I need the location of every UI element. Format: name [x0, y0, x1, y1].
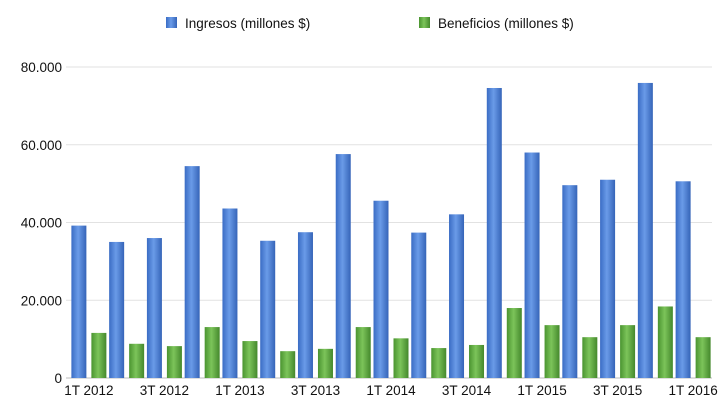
bar-beneficios: [204, 327, 220, 378]
bar-beneficios: [166, 346, 182, 378]
bar-beneficios: [506, 308, 522, 378]
bar-ingresos: [335, 154, 351, 378]
y-tick-label: 40.000: [21, 216, 62, 231]
bar-ingresos: [411, 232, 427, 378]
bar-beneficios: [242, 341, 258, 378]
x-tick-label: 1T 2014: [366, 383, 416, 398]
x-axis-ticks: 1T 2012 3T 2012 1T 2013 3T 2013 1T 2014 3T 20…: [64, 383, 718, 398]
x-tick-label: 3T 2012: [140, 383, 189, 398]
legend-swatch-ingresos: [166, 17, 177, 28]
bar-ingresos: [222, 208, 238, 378]
bar-beneficios: [129, 343, 145, 378]
x-tick-label: 3T 2015: [593, 383, 642, 398]
bar-ingresos: [449, 214, 465, 378]
bar-beneficios: [657, 306, 673, 378]
bar-ingresos: [373, 200, 389, 378]
bar-ingresos: [524, 152, 540, 378]
y-tick-label: 20.000: [21, 293, 62, 308]
legend-swatch-beneficios: [419, 17, 430, 28]
bar-ingresos: [109, 241, 125, 378]
bar-beneficios: [317, 348, 333, 378]
bar-beneficios: [695, 337, 711, 378]
bar-ingresos: [184, 166, 200, 378]
bar-ingresos: [600, 179, 616, 378]
x-tick-label: 3T 2013: [291, 383, 340, 398]
x-tick-label: 1T 2015: [517, 383, 566, 398]
bar-ingresos: [260, 240, 276, 378]
legend: Ingresos (millones $) Beneficios (millone…: [166, 16, 574, 31]
y-tick-label: 0: [54, 371, 62, 386]
x-tick-label: 3T 2014: [442, 383, 492, 398]
legend-label-beneficios: Beneficios (millones $): [438, 16, 574, 31]
legend-label-ingresos: Ingresos (millones $): [185, 16, 310, 31]
grid-lines: [66, 66, 712, 379]
x-tick-label: 1T 2012: [64, 383, 113, 398]
bar-beneficios: [582, 337, 598, 378]
bar-beneficios: [620, 325, 636, 378]
bar-beneficios: [393, 338, 409, 378]
y-tick-label: 60.000: [21, 138, 62, 153]
bar-beneficios: [469, 344, 485, 378]
y-tick-label: 80.000: [21, 60, 62, 75]
bar-ingresos: [146, 238, 162, 378]
bar-beneficios: [355, 327, 371, 378]
bar-beneficios: [431, 348, 447, 378]
bar-beneficios: [91, 332, 107, 378]
bars: [71, 82, 711, 379]
bar-ingresos: [675, 181, 691, 378]
bar-beneficios: [544, 325, 560, 378]
x-tick-label: 1T 2013: [215, 383, 264, 398]
bar-ingresos: [297, 232, 313, 378]
bar-beneficios: [280, 351, 296, 378]
bar-ingresos: [71, 225, 87, 378]
y-axis-ticks: 0 20.000 40.000 60.000 80.000: [21, 60, 62, 386]
x-tick-label: 1T 2016: [668, 383, 717, 398]
bar-ingresos: [637, 82, 653, 378]
bar-ingresos: [486, 87, 502, 379]
bar-ingresos: [562, 185, 578, 378]
